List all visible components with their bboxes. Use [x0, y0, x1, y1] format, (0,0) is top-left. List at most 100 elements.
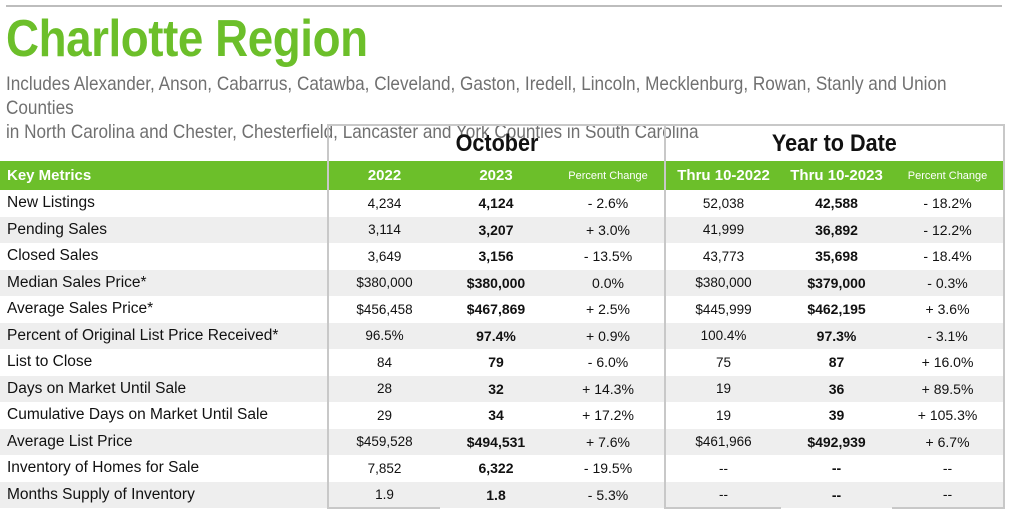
ytd-pct-cell: + 89.5%	[892, 375, 1006, 402]
month-pct-cell: + 2.5%	[586, 301, 630, 318]
month-prev-cell: $380,000	[327, 269, 440, 296]
ytd-cur-cell: 97.3%	[816, 327, 857, 344]
table-row: List to Close 84 79 - 6.0% 75 87 + 16.0%	[0, 349, 1006, 376]
month-cur-cell: 3,156	[478, 248, 514, 265]
metric-cell: Percent of Original List Price Received*	[7, 326, 279, 344]
ytd-prev-cell: 19	[664, 375, 782, 402]
ytd-pct-cell: + 3.6%	[892, 296, 1006, 323]
table-row: Average List Price $459,528 $494,531 + 7.6%…	[0, 428, 1006, 455]
table-row: Inventory of Homes for Sale 7,852 6,322 - 1…	[0, 455, 1006, 482]
month-cur-cell: 6,322	[478, 460, 514, 477]
table-row: Median Sales Price* $380,000 $380,000 0.0% $…	[0, 269, 1006, 296]
ytd-cur-cell: --	[831, 460, 842, 477]
month-pct-cell: - 5.3%	[587, 486, 629, 503]
ytd-cur-cell: $462,195	[807, 301, 866, 318]
column-header-month-pct: Percent Change	[568, 169, 648, 182]
column-header-month-prev: 2022	[327, 161, 440, 190]
ytd-cur-cell: 36	[828, 380, 845, 397]
metric-cell: Pending Sales	[7, 220, 107, 238]
month-cur-cell: 32	[488, 380, 504, 397]
table-row: Cumulative Days on Market Until Sale 29 34…	[0, 402, 1006, 429]
ytd-pct-cell: + 16.0%	[892, 349, 1006, 376]
month-prev-cell: 1.9	[327, 481, 440, 509]
ytd-cur-cell: --	[831, 486, 842, 503]
ytd-pct-cell: - 0.3%	[892, 269, 1006, 296]
metric-cell: Cumulative Days on Market Until Sale	[7, 406, 269, 424]
ytd-prev-cell: $461,966	[664, 428, 782, 455]
ytd-cur-cell: $492,939	[807, 433, 866, 450]
month-cur-cell: 3,207	[478, 221, 514, 238]
ytd-prev-cell: 41,999	[664, 216, 782, 243]
metric-cell: Inventory of Homes for Sale	[7, 459, 200, 477]
month-prev-cell: $456,458	[327, 296, 440, 323]
key-metrics-table: October Year to Date Key Metrics 2022 20…	[0, 124, 1006, 509]
ytd-cur-cell: 35,698	[815, 248, 858, 265]
month-cur-cell: 79	[488, 354, 504, 371]
column-header-ytd-pct: Percent Change	[892, 161, 1006, 190]
group-header-year-to-date: Year to Date	[665, 124, 1006, 161]
ytd-prev-cell: 19	[664, 402, 782, 429]
subtitle-line-1: Includes Alexander, Anson, Cabarrus, Cat…	[6, 73, 947, 119]
table-row: Average Sales Price* $456,458 $467,869 + 2.…	[0, 296, 1006, 323]
month-pct-cell: + 17.2%	[582, 407, 634, 424]
month-prev-cell: 3,114	[327, 216, 440, 243]
table-row: New Listings 4,234 4,124 - 2.6% 52,038 42,588…	[0, 190, 1006, 217]
ytd-pct-cell: - 18.4%	[892, 243, 1006, 270]
column-header-row: Key Metrics 2022 2023 Percent Change Thr…	[0, 161, 1006, 190]
metric-cell: Average List Price	[7, 432, 133, 450]
table-row: Percent of Original List Price Received*…	[0, 322, 1006, 349]
month-pct-cell: - 2.6%	[587, 195, 629, 212]
month-prev-cell: 3,649	[327, 243, 440, 270]
month-pct-cell: - 6.0%	[587, 354, 629, 371]
page-title: Charlotte Region	[6, 10, 368, 68]
table-row: Closed Sales 3,649 3,156 - 13.5% 43,773 35,69…	[0, 243, 1006, 270]
group-header-row: October Year to Date	[0, 124, 1006, 161]
ytd-pct-cell: - 12.2%	[892, 216, 1006, 243]
metric-cell: Days on Market Until Sale	[7, 379, 187, 397]
ytd-prev-cell: 52,038	[664, 190, 782, 217]
ytd-cur-cell: 39	[828, 407, 845, 424]
ytd-prev-cell: 75	[664, 349, 782, 376]
table-row: Days on Market Until Sale 28 32 + 14.3% 19 36…	[0, 375, 1006, 402]
ytd-pct-cell: - 18.2%	[892, 190, 1006, 217]
group-header-spacer	[0, 125, 328, 161]
ytd-pct-cell: --	[892, 455, 1006, 482]
ytd-pct-cell: --	[892, 481, 1006, 509]
top-rule	[6, 5, 1002, 7]
metric-cell: New Listings	[7, 194, 95, 212]
ytd-pct-cell: + 105.3%	[892, 402, 1006, 429]
month-pct-cell: 0.0%	[592, 274, 624, 291]
table-row: Pending Sales 3,114 3,207 + 3.0% 41,999 36,89…	[0, 216, 1006, 243]
ytd-cur-cell: 42,588	[815, 195, 858, 212]
metric-cell: Closed Sales	[7, 247, 99, 265]
ytd-cur-cell: 87	[828, 354, 845, 371]
month-pct-cell: + 7.6%	[586, 433, 630, 450]
month-cur-cell: 97.4%	[476, 327, 516, 344]
month-cur-cell: $494,531	[466, 433, 526, 450]
month-pct-cell: + 14.3%	[582, 380, 634, 397]
month-prev-cell: 29	[327, 402, 440, 429]
month-prev-cell: 84	[327, 349, 440, 376]
group-header-october: October	[326, 124, 667, 161]
ytd-cur-cell: 36,892	[815, 221, 858, 238]
month-prev-cell: 7,852	[327, 455, 440, 482]
column-header-ytd-cur: Thru 10-2023	[790, 167, 883, 184]
metric-cell: List to Close	[7, 353, 93, 371]
ytd-prev-cell: --	[664, 481, 782, 509]
metric-cell: Months Supply of Inventory	[7, 485, 195, 503]
ytd-prev-cell: 100.4%	[664, 322, 782, 349]
ytd-cur-cell: $379,000	[807, 274, 866, 291]
month-pct-cell: - 13.5%	[583, 248, 633, 265]
metric-cell: Average Sales Price*	[7, 300, 154, 318]
ytd-prev-cell: 43,773	[664, 243, 782, 270]
month-prev-cell: 28	[327, 375, 440, 402]
month-pct-cell: + 3.0%	[586, 221, 630, 238]
month-cur-cell: 4,124	[478, 195, 514, 212]
month-prev-cell: 96.5%	[327, 322, 440, 349]
month-pct-cell: - 19.5%	[583, 460, 633, 477]
ytd-pct-cell: - 3.1%	[892, 322, 1006, 349]
table-row: Months Supply of Inventory 1.9 1.8 - 5.3% --…	[0, 481, 1006, 509]
month-cur-cell: $380,000	[466, 274, 526, 291]
month-cur-cell: 1.8	[486, 486, 506, 503]
metric-cell: Median Sales Price*	[7, 273, 147, 291]
